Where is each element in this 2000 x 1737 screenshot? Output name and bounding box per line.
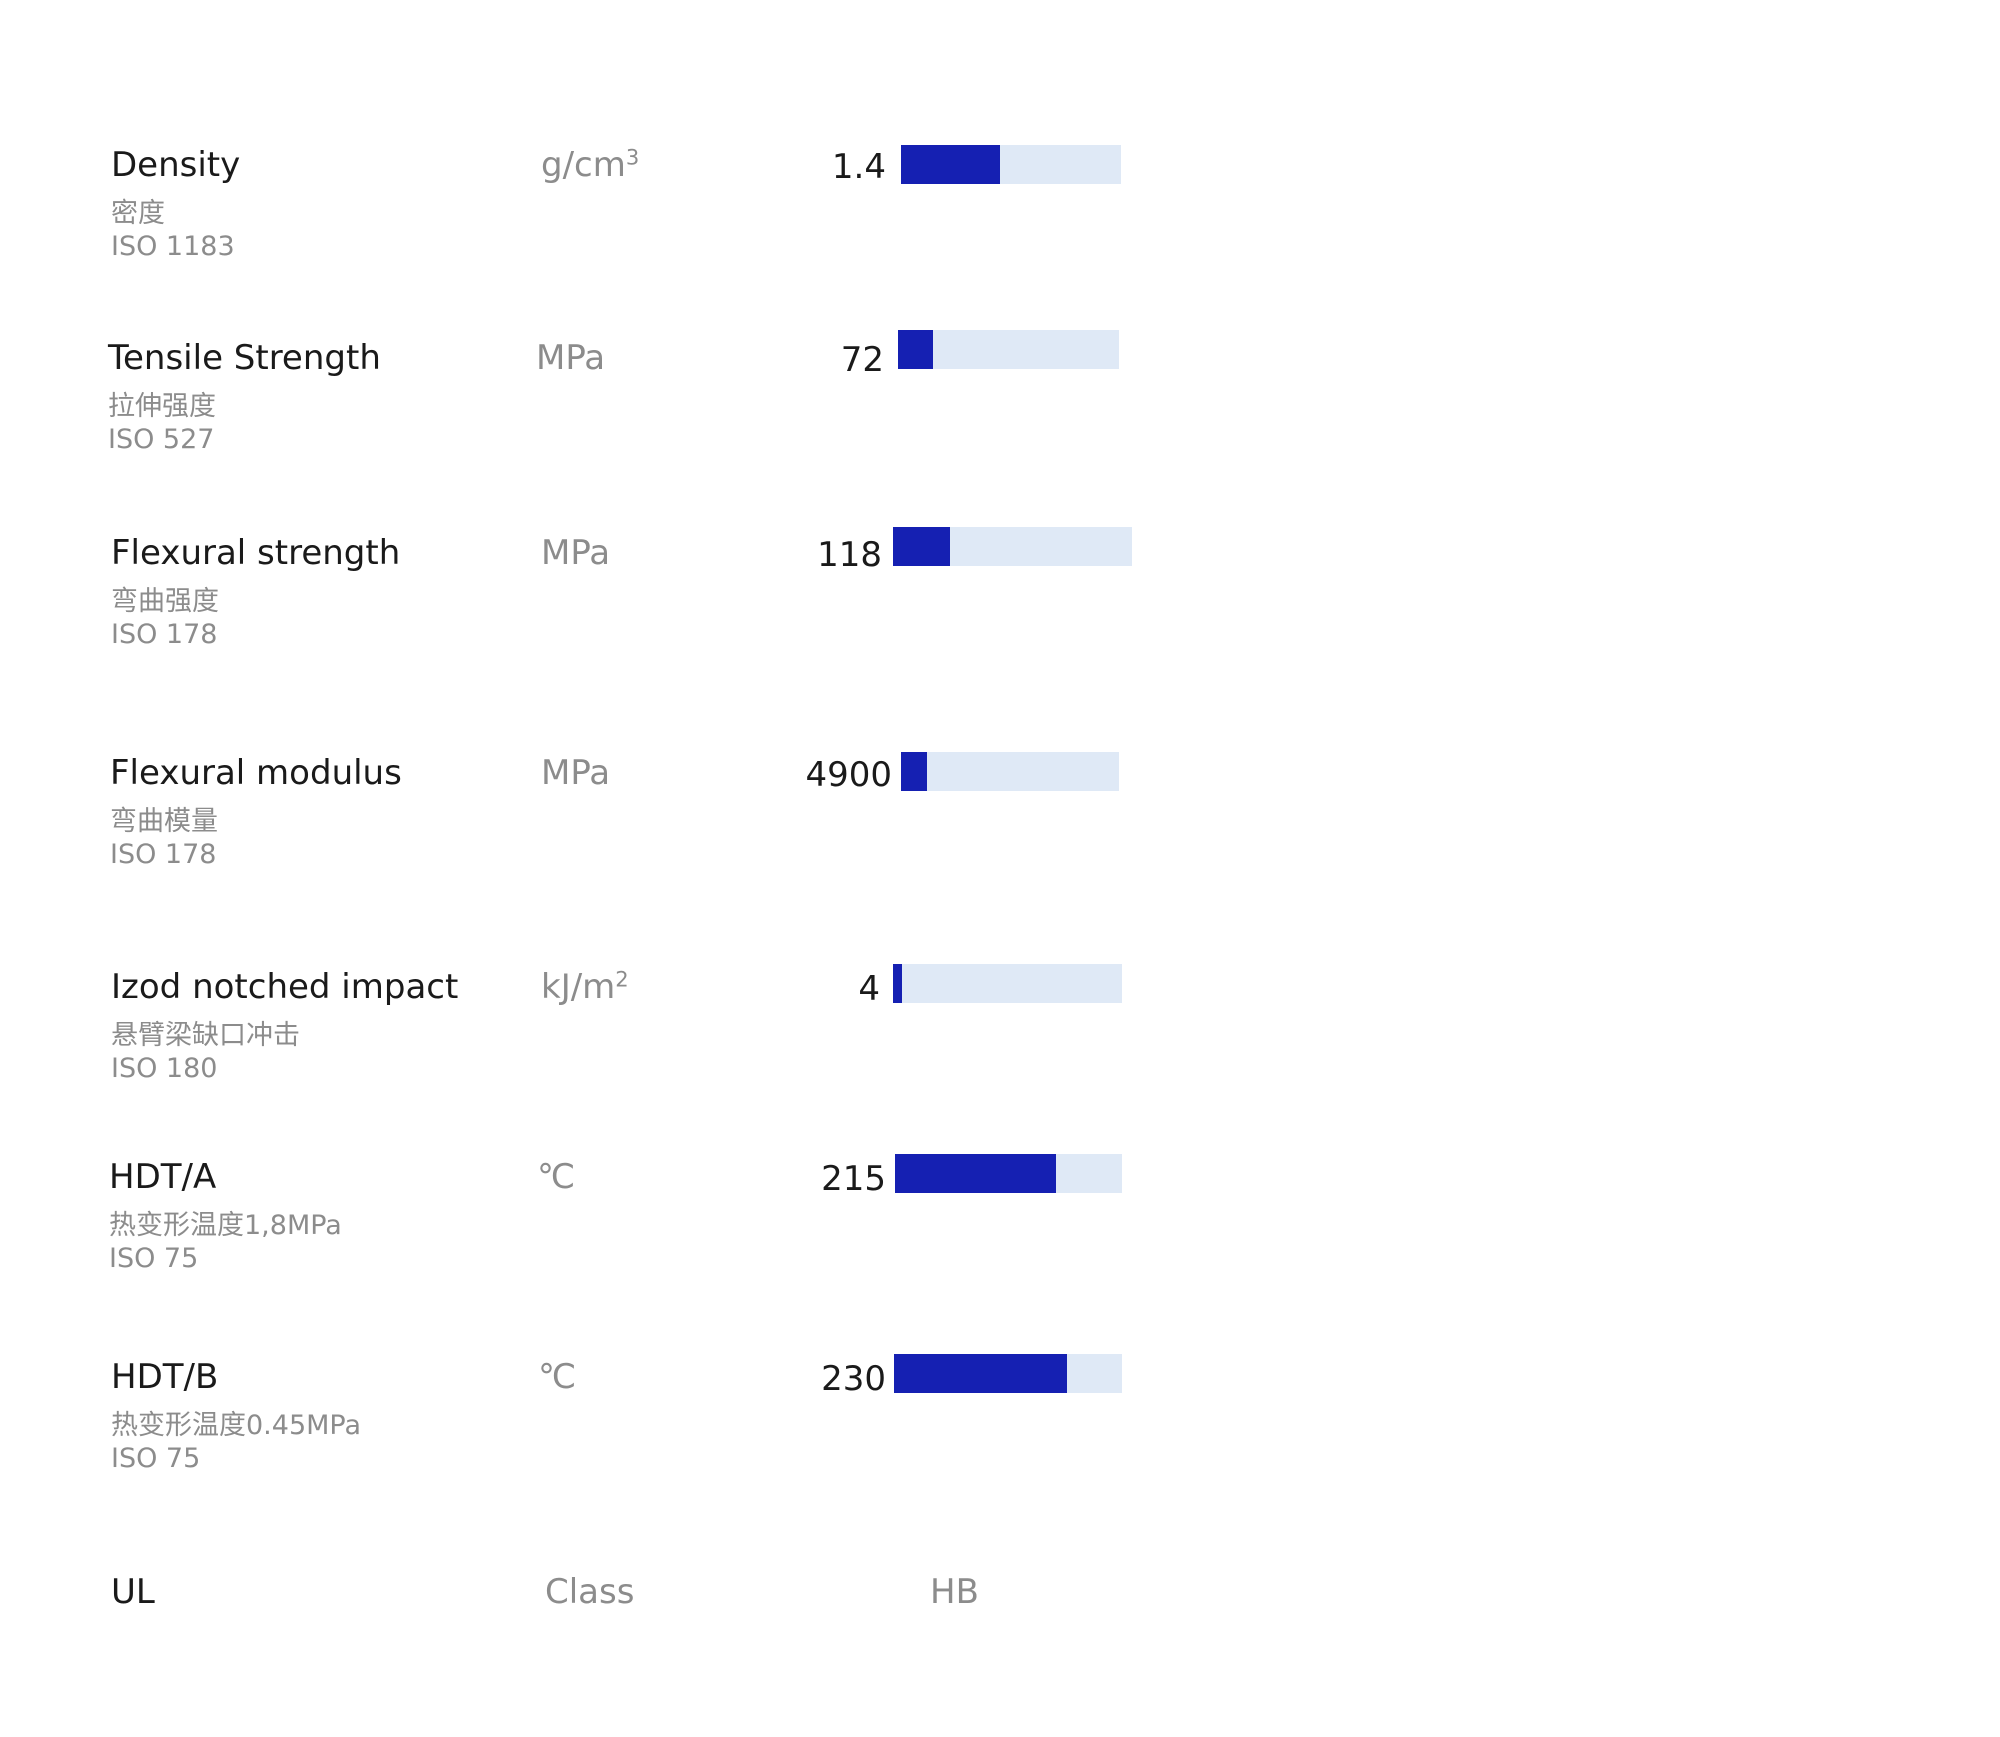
property-row: Flexural modulus 弯曲模量 ISO 178 MPa 4900	[0, 752, 2000, 913]
bar-fill	[901, 752, 927, 791]
ul-name: UL	[111, 1572, 155, 1612]
property-row: Tensile Strength 拉伸强度 ISO 527 MPa 72	[0, 330, 2000, 498]
bar-track	[898, 330, 1119, 369]
bar-fill	[895, 1154, 1056, 1193]
test-standard: ISO 527	[108, 424, 215, 455]
unit-superscript: 2	[615, 966, 629, 992]
bar-track	[901, 145, 1121, 184]
unit-label: g/cm3	[541, 145, 639, 185]
property-name-chinese: 热变形温度0.45MPa	[111, 1410, 362, 1441]
unit-base: ℃	[538, 1357, 577, 1397]
value-label: 118	[817, 535, 882, 575]
value-label: 4	[858, 969, 880, 1009]
value-label: 1.4	[831, 147, 886, 187]
unit-label: ℃	[538, 1357, 576, 1397]
bar-track	[893, 964, 1122, 1003]
ul-unit: Class	[545, 1572, 635, 1612]
property-row: Izod notched impact 悬臂梁缺口冲击 ISO 180 kJ/m2 4	[0, 964, 2000, 1127]
bar-track	[895, 1154, 1122, 1193]
property-name: Flexural strength	[111, 533, 401, 573]
bar-fill	[901, 145, 1000, 184]
unit-base: MPa	[541, 533, 611, 573]
bar-fill	[893, 964, 902, 1003]
bar-track	[894, 1354, 1122, 1393]
property-name: Flexural modulus	[110, 753, 402, 793]
unit-base: MPa	[541, 753, 611, 793]
property-row: HDT/B 热变形温度0.45MPa ISO 75 ℃ 230	[0, 1354, 2000, 1517]
value-label: 4900	[805, 755, 892, 795]
bar-fill	[894, 1354, 1067, 1393]
unit-base: ℃	[537, 1157, 576, 1197]
value-label: 215	[821, 1159, 886, 1199]
property-name-chinese: 弯曲模量	[110, 806, 218, 837]
property-name: HDT/A	[109, 1157, 217, 1197]
unit-base: g/cm	[541, 145, 626, 185]
property-name-chinese: 悬臂梁缺口冲击	[111, 1020, 300, 1051]
property-row: Flexural strength 弯曲强度 ISO 178 MPa 118	[0, 527, 2000, 693]
test-standard: ISO 1183	[111, 231, 235, 262]
unit-base: MPa	[536, 338, 606, 378]
test-standard: ISO 75	[109, 1243, 199, 1274]
property-name: Izod notched impact	[111, 967, 459, 1007]
test-standard: ISO 180	[111, 1053, 218, 1084]
property-name-chinese: 密度	[111, 198, 165, 229]
test-standard: ISO 178	[111, 619, 218, 650]
bar-fill	[898, 330, 933, 369]
property-name-chinese: 热变形温度1,8MPa	[109, 1210, 342, 1241]
value-label: 230	[821, 1359, 886, 1399]
property-name: HDT/B	[111, 1357, 219, 1397]
property-name: Tensile Strength	[108, 338, 381, 378]
bar-fill	[893, 527, 950, 566]
unit-base: kJ/m	[541, 967, 616, 1007]
unit-superscript: 3	[625, 144, 640, 170]
property-name-chinese: 拉伸强度	[108, 391, 216, 422]
unit-label: kJ/m2	[541, 967, 629, 1007]
bar-track	[893, 527, 1132, 566]
unit-label: ℃	[537, 1157, 575, 1197]
value-label: 72	[840, 340, 884, 380]
unit-label: MPa	[541, 533, 610, 573]
ul-value: HB	[930, 1572, 979, 1612]
test-standard: ISO 75	[111, 1443, 201, 1474]
property-name: Density	[111, 145, 241, 185]
property-row: HDT/A 热变形温度1,8MPa ISO 75 ℃ 215	[0, 1154, 2000, 1317]
test-standard: ISO 178	[110, 839, 217, 870]
property-row: Density 密度 ISO 1183 g/cm3 1.4	[0, 145, 2000, 305]
property-name-chinese: 弯曲强度	[111, 586, 219, 617]
unit-label: MPa	[541, 753, 610, 793]
unit-label: MPa	[536, 338, 605, 378]
bar-track	[901, 752, 1119, 791]
